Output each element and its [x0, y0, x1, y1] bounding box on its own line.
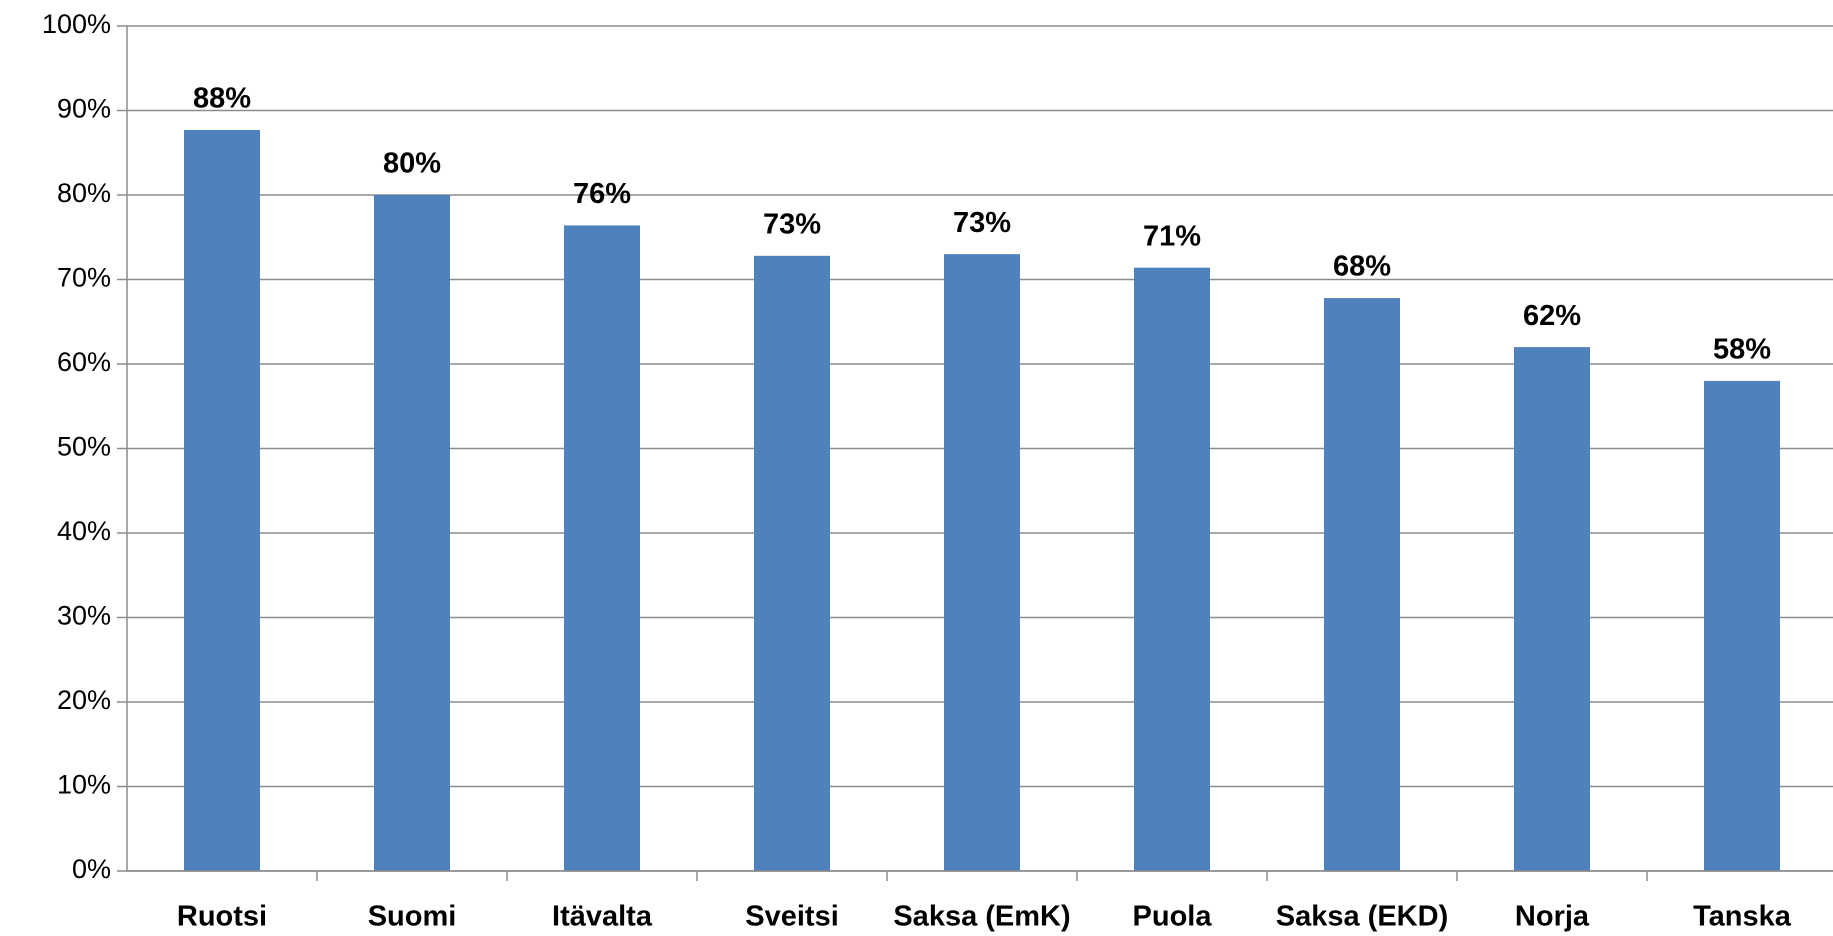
bar [184, 129, 260, 871]
y-tick-label: 30% [57, 601, 111, 631]
value-label: 76% [573, 178, 631, 210]
x-tick-label: Puola [1133, 901, 1213, 933]
y-tick-label: 40% [57, 516, 111, 546]
x-tick-label: Sveitsi [745, 901, 839, 933]
value-label: 62% [1523, 300, 1581, 332]
bar [1514, 347, 1590, 872]
value-label: 71% [1143, 220, 1201, 252]
y-tick-label: 20% [57, 685, 111, 715]
value-label: 73% [953, 207, 1011, 239]
x-tick-label: Norja [1515, 901, 1590, 933]
bar [564, 225, 640, 872]
bar [374, 195, 450, 871]
x-tick-label: Suomi [368, 901, 457, 933]
y-tick-label: 10% [57, 770, 111, 800]
x-tick-label: Tanska [1693, 901, 1792, 933]
x-tick-label: Saksa (EmK) [893, 901, 1070, 933]
value-label: 73% [763, 208, 821, 240]
bar [1134, 267, 1210, 871]
y-tick-label: 70% [57, 263, 111, 293]
x-tick-label: Saksa (EKD) [1276, 901, 1448, 933]
value-label: 58% [1713, 334, 1771, 366]
y-tick-label: 50% [57, 432, 111, 462]
y-tick-label: 80% [57, 178, 111, 208]
y-tick-label: 90% [57, 94, 111, 124]
y-tick-label: 100% [42, 9, 111, 39]
x-tick-label: Ruotsi [177, 901, 267, 933]
bar [754, 255, 830, 872]
bar [1324, 298, 1400, 872]
value-label: 80% [383, 148, 441, 180]
bar [944, 254, 1020, 871]
x-tick-label: Itävalta [552, 901, 653, 933]
bar [1704, 380, 1780, 871]
value-label: 68% [1333, 251, 1391, 283]
value-label: 88% [193, 83, 251, 115]
y-tick-label: 60% [57, 347, 111, 377]
y-tick-label: 0% [72, 854, 111, 884]
